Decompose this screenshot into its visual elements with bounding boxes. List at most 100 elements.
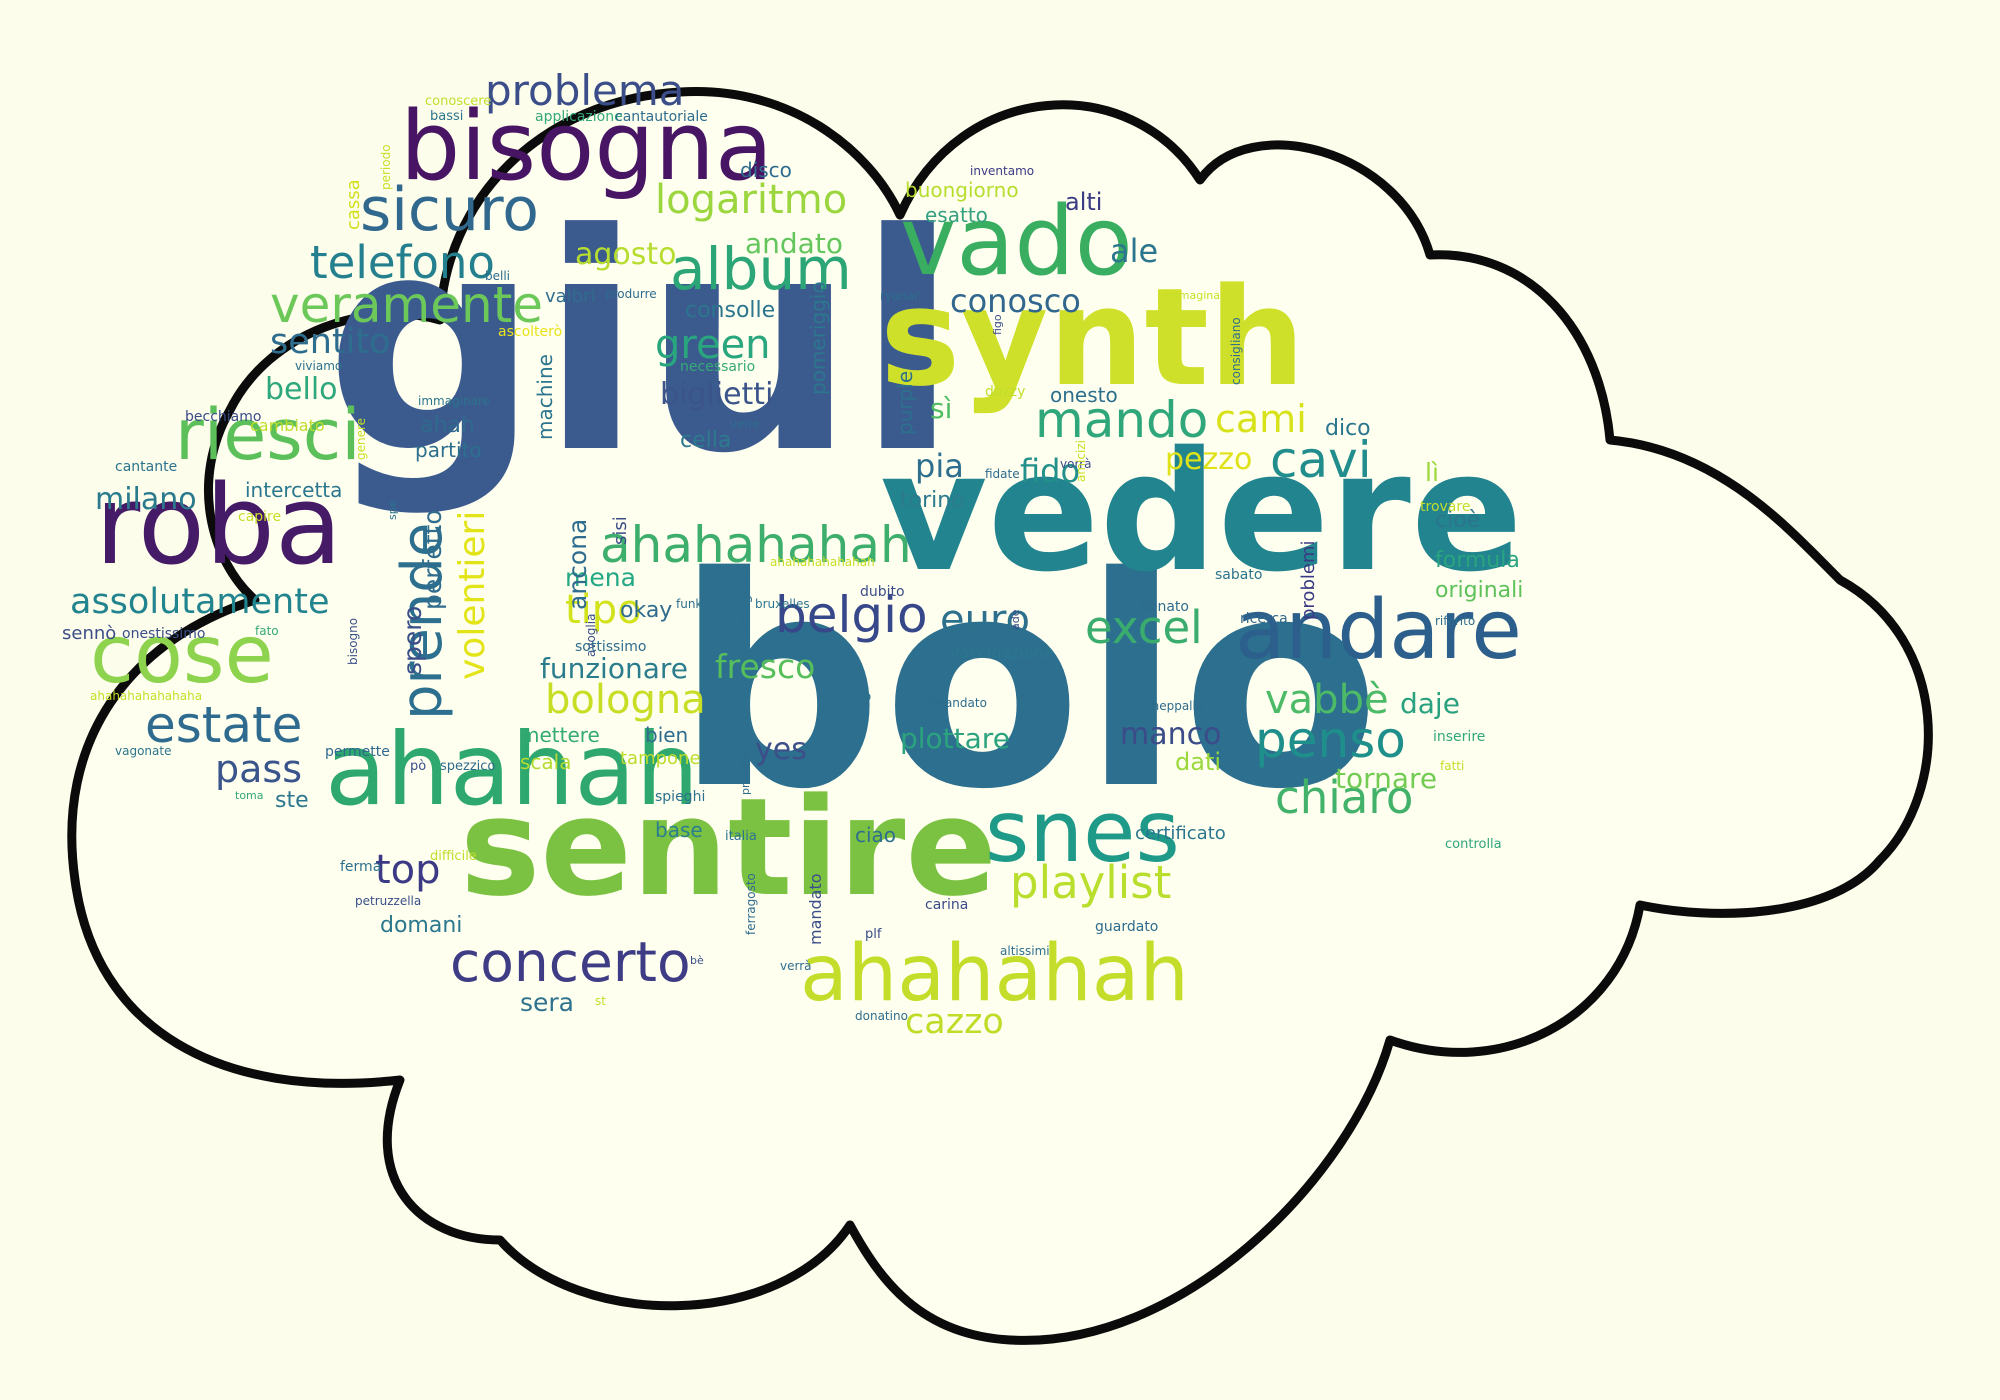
word-estate: estate	[145, 696, 303, 754]
word-ryanar: ryanar	[880, 289, 920, 303]
word-cazzo: cazzo	[905, 1002, 1004, 1042]
word-sentire: sentire	[460, 769, 997, 926]
cloud-shape	[67, 86, 1933, 1345]
word-machine: machine	[533, 354, 557, 440]
word-trovare: trovare	[1420, 499, 1471, 515]
word-pass: pass	[215, 747, 303, 791]
word-ascoltero: ascolterò	[498, 324, 563, 340]
word-ste: ste	[275, 788, 309, 813]
word-sottissimo: sottissimo	[575, 639, 647, 655]
word-andare: andare	[1235, 583, 1522, 678]
word-vedere: vedere	[880, 416, 1523, 608]
word-fato: fato	[255, 624, 279, 638]
word-sabato: sabato	[1215, 567, 1263, 583]
word-ancona: ancona	[563, 518, 592, 610]
word-fatti: fatti	[1440, 759, 1465, 773]
word-dico: dico	[1325, 416, 1371, 441]
word-conosco: conosco	[950, 282, 1081, 320]
word-ahah: ahah	[420, 413, 475, 438]
word-provato: provato	[739, 752, 752, 795]
word-produrre: produrre	[605, 287, 657, 301]
word-top: top	[375, 847, 441, 893]
word-domani: domani	[380, 913, 463, 938]
word-bassi: bassi	[430, 109, 464, 124]
word-volentieri: volentieri	[452, 510, 493, 680]
word-fresco: fresco	[715, 647, 816, 686]
word-torino: torino	[900, 488, 965, 513]
word-valbri: valbri	[545, 286, 596, 307]
word-yes: yes	[755, 732, 807, 767]
word-si: sì	[930, 392, 953, 425]
word-vorra: vorrà	[1060, 457, 1092, 471]
word-esatto: esatto	[925, 203, 988, 227]
word-album: album	[670, 235, 852, 303]
word-li: lì	[1425, 458, 1439, 487]
word-trovi: trovi	[925, 754, 957, 770]
word-dubito: dubito	[860, 584, 905, 600]
word-applicazione: applicazione	[535, 109, 623, 125]
word-dati: dati	[1175, 748, 1222, 776]
word-formula: formula	[1435, 548, 1520, 573]
word-donatino: donatino	[855, 1009, 908, 1023]
word-fido: fido	[1020, 452, 1081, 490]
word-permette: permette	[325, 744, 390, 760]
word-agosto: agosto	[575, 237, 677, 272]
word-vabbe: vabbè	[1265, 677, 1389, 723]
word-plf: plf	[865, 927, 882, 942]
word-consigliato: consigliato	[737, 564, 753, 640]
word-toma: toma	[235, 789, 264, 802]
word-onesto: onesto	[1050, 383, 1118, 407]
word-st: st	[595, 994, 606, 1008]
word-spe: spe	[386, 500, 399, 520]
word-capire: capire	[238, 509, 282, 525]
word-inserire: inserire	[1433, 729, 1486, 745]
word-cantante: cantante	[115, 459, 178, 475]
word-belgio: belgio	[775, 586, 928, 644]
word-spezzico: spezzico	[440, 759, 496, 774]
word-altissimi: altissimi	[1000, 944, 1050, 958]
word-bruxelles: bruxelles	[755, 597, 810, 611]
word-bello: bello	[265, 372, 338, 407]
word-mettere: mettere	[520, 723, 600, 747]
word-excel: excel	[1085, 601, 1203, 654]
word-ciao: ciao	[855, 823, 897, 847]
word-verra: verrà	[780, 959, 812, 973]
word-consolle: consolle	[685, 298, 776, 323]
word-purple: purple	[893, 370, 917, 435]
word-cioe: cioè	[1435, 508, 1481, 533]
word-immaginare: immaginare	[418, 394, 491, 408]
word-chiaro: chiaro	[1275, 771, 1414, 824]
word-alti: alti	[1065, 188, 1103, 216]
word-sisi: sisi	[610, 516, 631, 545]
word-necessario: necessario	[680, 359, 756, 375]
word-ahahahahahahaha: ahahahahahahaha	[90, 689, 203, 703]
word-spieghi: spieghi	[655, 789, 706, 805]
word-biglietti: biglietti	[660, 377, 774, 412]
word-milano: milano	[95, 482, 197, 517]
word-tipo: tipo	[565, 587, 642, 633]
word-playlist: playlist	[1010, 856, 1172, 909]
word-cami: cami	[1215, 397, 1307, 441]
word-po: pò	[410, 759, 427, 774]
word-bologna: bologna	[545, 677, 706, 723]
word-okay: okay	[620, 598, 673, 623]
word-onestissimo: onestissimo	[122, 626, 206, 642]
word-daje: daje	[1400, 687, 1460, 720]
word-assolutamente: assolutamente	[70, 582, 330, 622]
word-bolo: bolo	[675, 516, 1381, 853]
word-be: bè	[690, 954, 704, 967]
word-periodo: periodo	[379, 144, 393, 190]
word-ahahahahahahah: ahahahahahahah	[770, 555, 875, 569]
word-belli: belli	[485, 269, 511, 283]
word-perfetto: perfetto	[418, 509, 447, 610]
word-riesci: riesci	[175, 394, 361, 476]
word-guardato: guardato	[1095, 919, 1159, 935]
word-telefono: telefono	[310, 236, 495, 289]
word-bisogna: bisogna	[400, 92, 774, 202]
word-ahahahahah: ahahahahah	[600, 516, 912, 574]
word-euro: euro	[940, 597, 1030, 643]
word-funk: funk	[676, 597, 703, 611]
word-pia: pia	[915, 447, 964, 485]
word-becchiamo: becchiamo	[185, 409, 262, 425]
